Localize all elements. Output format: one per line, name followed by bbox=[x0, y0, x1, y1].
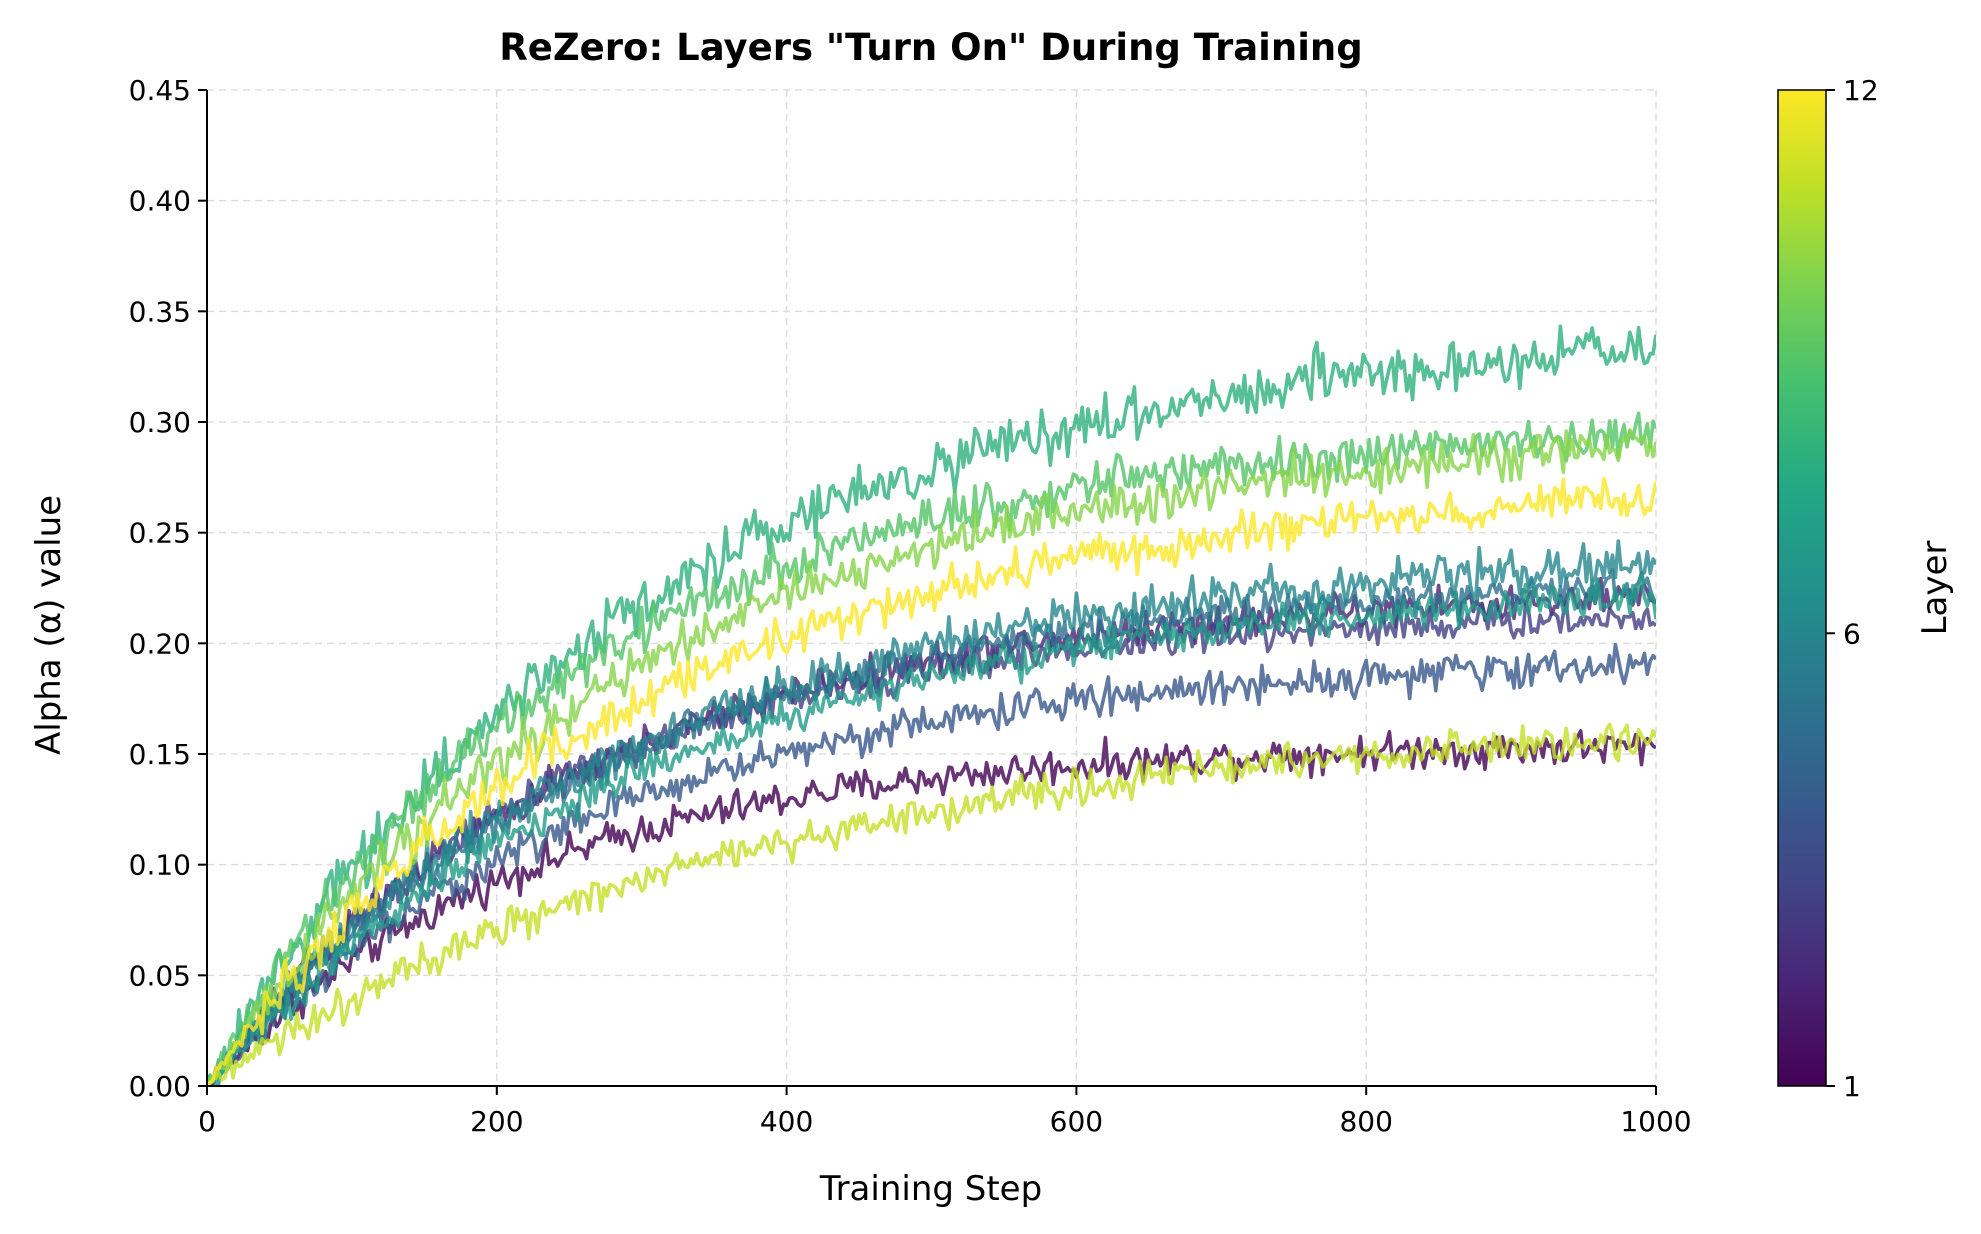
colorbar-tick-label: 1 bbox=[1843, 1070, 1861, 1103]
series-line-layer-11 bbox=[207, 722, 1656, 1086]
y-tick-labels: 0.00 0.05 0.10 0.15 0.20 0.25 0.30 0.35 0.40 0.45 bbox=[129, 74, 207, 1103]
y-tick-label: 0.10 bbox=[129, 849, 191, 882]
y-tick-label: 0.00 bbox=[129, 1070, 191, 1103]
series-line-layer-4 bbox=[207, 642, 1656, 1086]
y-tick-label: 0.05 bbox=[129, 959, 191, 992]
series-line-layer-10 bbox=[207, 428, 1656, 1086]
y-axis-label: Alpha (α) value bbox=[29, 495, 69, 755]
series-line-layer-9 bbox=[207, 411, 1656, 1086]
x-tick-label: 200 bbox=[470, 1105, 523, 1138]
y-tick-label: 0.30 bbox=[129, 406, 191, 439]
x-tick-label: 1000 bbox=[1620, 1105, 1691, 1138]
series-line-layer-8 bbox=[207, 324, 1656, 1086]
x-tick-label: 800 bbox=[1339, 1105, 1392, 1138]
colorbar-label: Layer bbox=[1915, 541, 1955, 636]
axes bbox=[206, 90, 1656, 1087]
y-tick-label: 0.15 bbox=[129, 738, 191, 771]
colorbar-gradient bbox=[1777, 89, 1827, 1087]
y-tick-label: 0.35 bbox=[129, 295, 191, 328]
x-tick-label: 0 bbox=[198, 1105, 216, 1138]
x-tick-label: 600 bbox=[1050, 1105, 1103, 1138]
colorbar-tick-label: 6 bbox=[1843, 617, 1861, 650]
y-tick-label: 0.40 bbox=[129, 185, 191, 218]
colorbar-tick-label: 12 bbox=[1843, 74, 1879, 107]
chart-title: ReZero: Layers "Turn On" During Training bbox=[499, 26, 1362, 69]
y-tick-label: 0.45 bbox=[129, 74, 191, 107]
x-axis-label: Training Step bbox=[819, 1169, 1042, 1209]
series-lines bbox=[207, 324, 1656, 1086]
y-tick-label: 0.20 bbox=[129, 627, 191, 660]
series-line-layer-1 bbox=[207, 729, 1656, 1086]
y-tick-label: 0.25 bbox=[129, 517, 191, 550]
x-tick-label: 400 bbox=[760, 1105, 813, 1138]
series-line-layer-12 bbox=[207, 476, 1656, 1086]
x-tick-labels: 0 200 400 600 800 1000 bbox=[198, 1086, 1692, 1138]
series-line-layer-7 bbox=[207, 573, 1656, 1086]
